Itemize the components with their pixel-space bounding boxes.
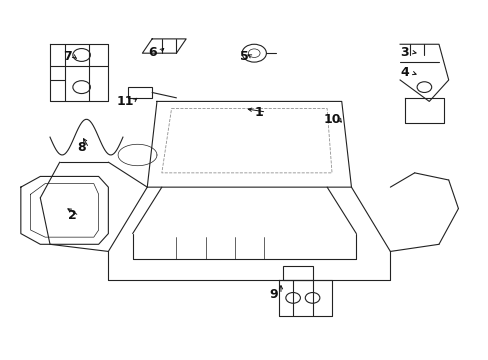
Text: 3: 3 — [400, 46, 408, 59]
Text: 9: 9 — [269, 288, 277, 301]
Text: 8: 8 — [77, 141, 86, 154]
Text: 4: 4 — [400, 66, 408, 79]
Text: 11: 11 — [116, 95, 134, 108]
Text: 6: 6 — [147, 46, 156, 59]
Text: 10: 10 — [323, 113, 340, 126]
Bar — [127, 87, 152, 98]
Text: 5: 5 — [240, 50, 248, 63]
Text: 1: 1 — [254, 105, 263, 119]
Text: 2: 2 — [67, 209, 76, 222]
Bar — [283, 266, 312, 280]
Text: 7: 7 — [62, 50, 71, 63]
